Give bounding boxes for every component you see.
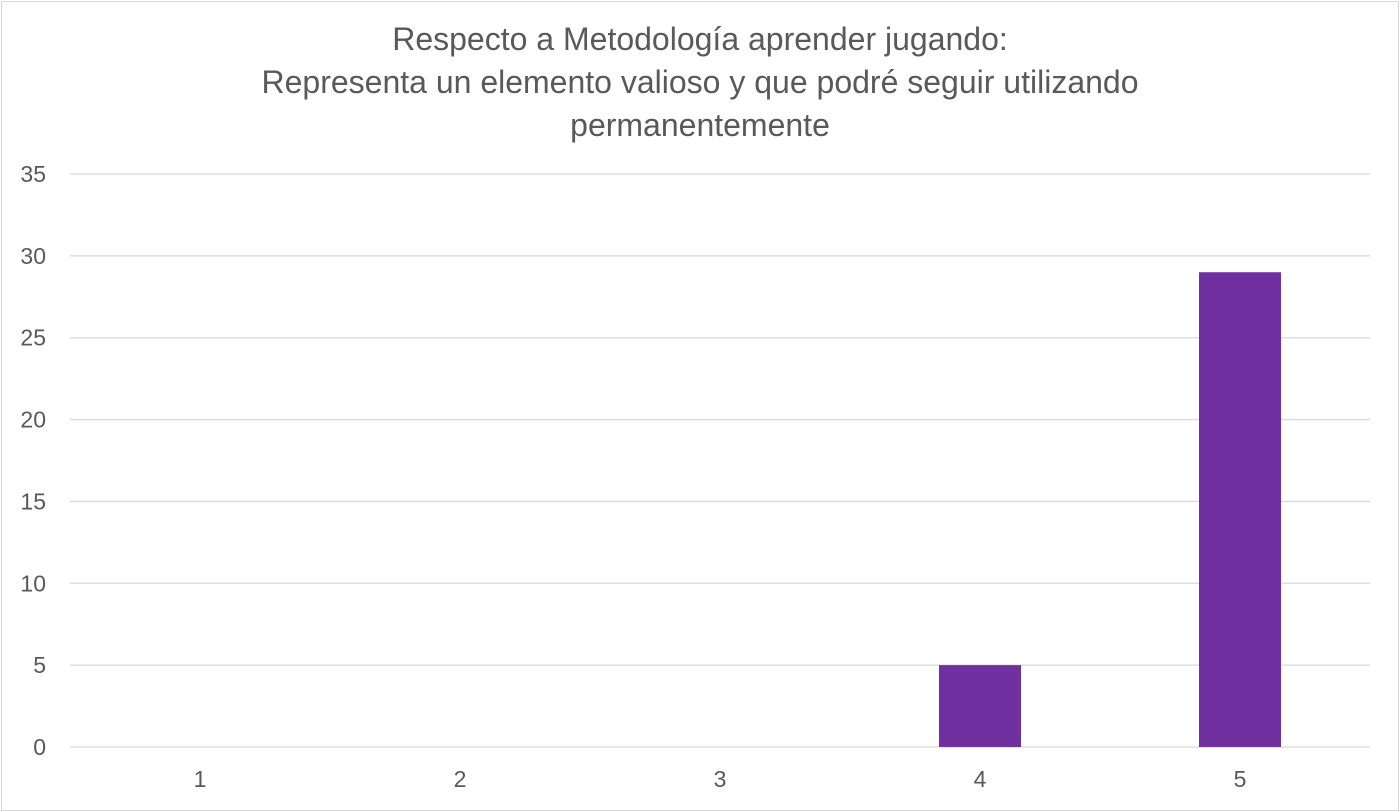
chart-title-line-2: Representa un elemento valioso y que pod… bbox=[261, 64, 1139, 100]
x-tick-label: 4 bbox=[974, 766, 987, 792]
y-tick-label: 30 bbox=[20, 243, 46, 269]
gridlines bbox=[70, 173, 1370, 748]
y-tick-label: 10 bbox=[20, 570, 46, 596]
y-axis-ticks: 0 5 10 15 20 25 30 35 bbox=[20, 161, 46, 760]
bar-4 bbox=[939, 665, 1021, 747]
x-tick-label: 1 bbox=[194, 766, 207, 792]
x-tick-label: 5 bbox=[1234, 766, 1247, 792]
y-tick-label: 0 bbox=[33, 734, 46, 760]
bars bbox=[939, 272, 1281, 747]
x-tick-label: 3 bbox=[714, 766, 727, 792]
y-tick-label: 20 bbox=[20, 407, 46, 433]
y-tick-label: 25 bbox=[20, 325, 46, 351]
x-tick-label: 2 bbox=[454, 766, 467, 792]
chart-title-line-1: Respecto a Metodología aprender jugando: bbox=[392, 21, 1008, 57]
chart-title: Respecto a Metodología aprender jugando:… bbox=[0, 18, 1400, 147]
chart-title-line-3: permanentemente bbox=[570, 107, 830, 143]
y-tick-label: 5 bbox=[33, 652, 46, 678]
y-tick-label: 35 bbox=[20, 161, 46, 187]
y-tick-label: 15 bbox=[20, 488, 46, 514]
bar-5 bbox=[1199, 272, 1281, 747]
x-axis-ticks: 1 2 3 4 5 bbox=[194, 766, 1247, 792]
